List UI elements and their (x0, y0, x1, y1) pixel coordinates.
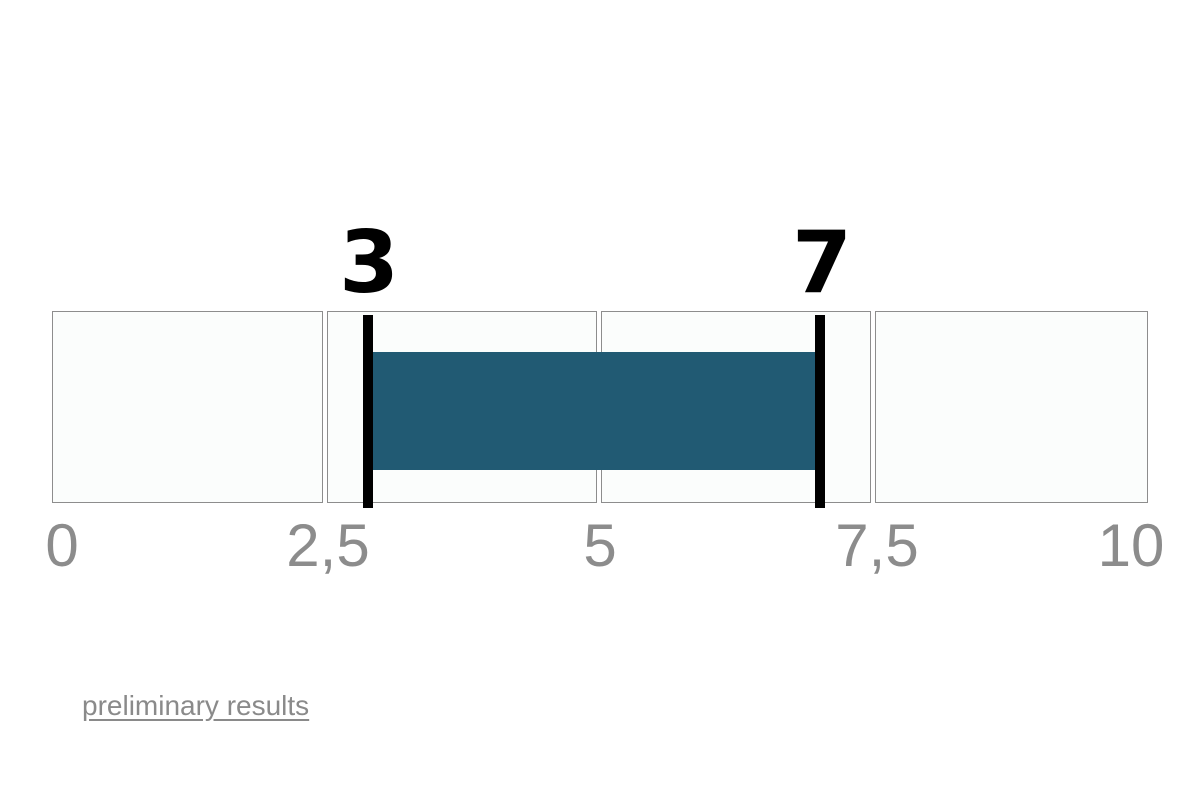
preliminary-results-link[interactable]: preliminary results (82, 690, 310, 721)
axis-tick-0: 0 (45, 512, 79, 579)
range-bar (373, 352, 815, 470)
scale-segment-4 (875, 311, 1148, 503)
axis-tick-7-5: 7,5 (835, 512, 919, 579)
range-end-marker-line (815, 315, 825, 508)
range-end-value-label: 7 (792, 213, 852, 313)
range-start-value-label: 3 (339, 213, 399, 313)
axis-tick-5: 5 (583, 512, 617, 579)
axis-tick-2-5: 2,5 (286, 512, 370, 579)
scale-segment-1 (52, 311, 323, 503)
axis-tick-10: 10 (1097, 512, 1165, 579)
range-start-marker-line (363, 315, 373, 508)
